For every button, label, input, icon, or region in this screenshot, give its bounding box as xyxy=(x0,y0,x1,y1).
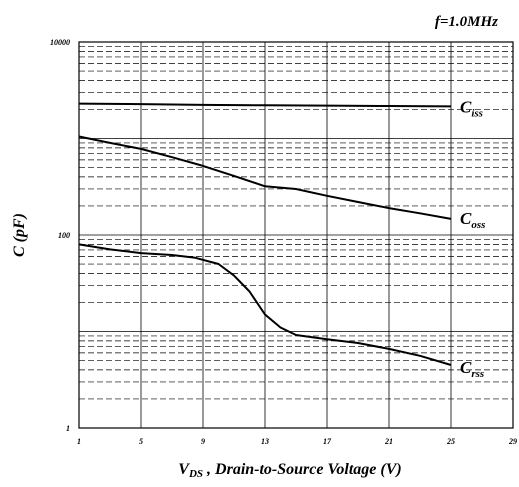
chart-title: f=1.0MHz xyxy=(435,14,498,30)
x-tick-label: 21 xyxy=(384,437,393,446)
series-rss-label: Crss xyxy=(460,358,484,380)
x-tick-label: 29 xyxy=(508,437,517,446)
series-oss-label: Coss xyxy=(460,209,485,231)
x-tick-label: 25 xyxy=(446,437,455,446)
x-tick-label: 9 xyxy=(201,437,205,446)
series-lines xyxy=(78,102,452,366)
y-tick-label: 10000 xyxy=(50,38,70,47)
x-tick-label: 5 xyxy=(139,437,143,446)
series-iss-label: Ciss xyxy=(460,97,483,119)
series-labels: Ciss Coss Crss xyxy=(460,97,485,380)
y-axis-label: C (pF) xyxy=(11,213,28,257)
y-tick-labels: 1 100 10000 xyxy=(50,38,70,433)
x-tick-label: 13 xyxy=(261,437,269,446)
x-tick-label: 17 xyxy=(323,437,332,446)
series-oss-line xyxy=(78,135,452,220)
series-iss-line xyxy=(78,102,452,108)
x-axis-label: VDS , Drain-to-Source Voltage (V) xyxy=(178,461,401,480)
y-tick-label: 100 xyxy=(58,231,70,240)
y-tick-label: 1 xyxy=(66,424,70,433)
x-tick-labels: 1 5 9 13 17 21 25 29 xyxy=(77,437,517,446)
plot-frame xyxy=(78,41,514,429)
grid xyxy=(79,42,513,428)
x-tick-label: 1 xyxy=(77,437,81,446)
series-rss-line xyxy=(78,243,452,366)
